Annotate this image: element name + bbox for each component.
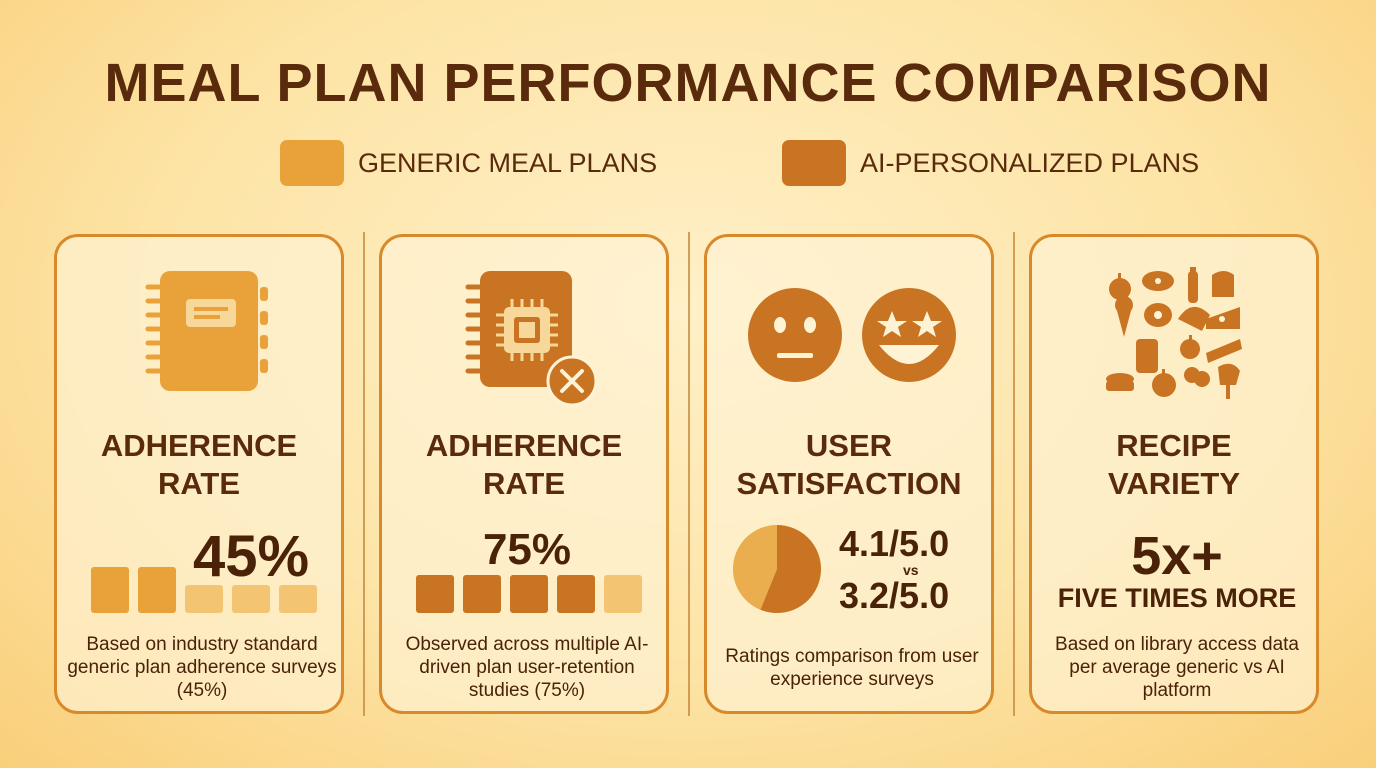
page-title: MEAL PLAN PERFORMANCE COMPARISON — [104, 53, 1272, 113]
sub-label: FIVE TIMES MORE — [1057, 583, 1297, 613]
neutral-face-icon — [748, 288, 842, 382]
legend-label-generic: GENERIC MEAL PLANS — [358, 147, 658, 178]
value-label: 75% — [482, 525, 572, 574]
divider — [363, 232, 365, 716]
ai-chip-notebook-icon — [462, 269, 602, 424]
legend-item-generic: GENERIC MEAL PLANS — [280, 140, 657, 186]
card-title-line: RATE — [157, 466, 241, 501]
satisfaction-generic-value: 3.2/5.0 — [839, 575, 950, 616]
card-title: USER SATISFACTION — [707, 427, 991, 503]
card-note: Ratings comparison from user experience … — [725, 646, 979, 690]
bar-segment — [185, 585, 223, 613]
card-title: ADHERENCE RATE — [382, 427, 666, 503]
bar-segment — [463, 575, 501, 613]
card-title-line: USER — [805, 428, 893, 463]
satisfaction-ai-value: 4.1/5.0 — [839, 523, 950, 564]
bar-segment — [510, 575, 548, 613]
faces-icon — [747, 287, 959, 392]
card-note: Based on industry standard generic plan … — [67, 634, 337, 701]
card-title-line: VARIETY — [1107, 466, 1241, 501]
card-title-line: ADHERENCE — [425, 428, 623, 463]
legend-swatch-ai — [782, 140, 846, 186]
satisfaction-pie — [731, 523, 823, 620]
pie-slice-ai — [760, 525, 821, 613]
bar-segment — [91, 567, 129, 613]
card-title-line: RATE — [482, 466, 566, 501]
card-generic-adherence: ADHERENCE RATE 45% Based on industry sta… — [54, 234, 344, 714]
divider — [1013, 232, 1015, 716]
value-label: 45% — [193, 524, 310, 589]
card-title: ADHERENCE RATE — [57, 427, 341, 503]
vs-label: vs — [903, 562, 919, 578]
pie-slice-generic — [733, 525, 777, 610]
bar-segment — [557, 575, 595, 613]
card-title-line: SATISFACTION — [736, 466, 962, 501]
notebook-icon — [142, 269, 272, 399]
legend-item-ai: AI-PERSONALIZED PLANS — [782, 140, 1199, 186]
legend-swatch-generic — [280, 140, 344, 186]
card-title: RECIPE VARIETY — [1032, 427, 1316, 503]
legend: GENERIC MEAL PLANS AI-PERSONALIZED PLANS — [0, 140, 1376, 186]
card-note: Observed across multiple AI-driven plan … — [405, 634, 649, 701]
card-title-line: ADHERENCE — [100, 428, 298, 463]
legend-label-ai: AI-PERSONALIZED PLANS — [860, 147, 1200, 178]
card-user-satisfaction: USER SATISFACTION 4.1/5.0 vs 3.2/5.0 Rat… — [704, 234, 994, 714]
card-title-line: RECIPE — [1116, 428, 1232, 463]
star-eyes-face-icon — [862, 288, 956, 382]
card-recipe-variety: RECIPE VARIETY 5x+ FIVE TIMES MORE Based… — [1029, 234, 1319, 714]
bar-segment — [232, 585, 270, 613]
value-label: 5x+ — [1131, 526, 1223, 586]
card-ai-adherence: ADHERENCE RATE 75% Observed across multi… — [379, 234, 669, 714]
card-note: Based on library access data per average… — [1055, 634, 1299, 701]
bar-segment — [604, 575, 642, 613]
bar-segment — [138, 567, 176, 613]
food-grid-icon — [1106, 267, 1246, 412]
divider — [688, 232, 690, 716]
bar-segment — [416, 575, 454, 613]
bar-segment — [279, 585, 317, 613]
